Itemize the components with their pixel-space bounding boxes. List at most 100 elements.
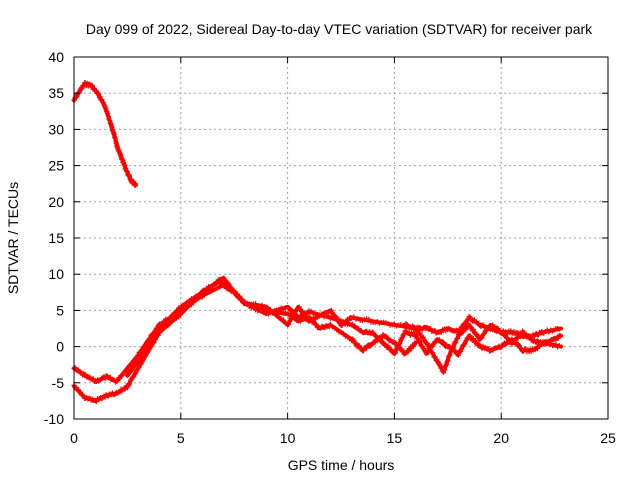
data-point-marker (133, 370, 139, 376)
data-point-marker (413, 332, 419, 338)
data-point-marker (459, 346, 465, 352)
data-point-marker (455, 335, 461, 341)
data-point-marker (556, 343, 562, 348)
data-point-marker (186, 298, 192, 304)
data-point-marker (189, 302, 194, 308)
data-point-marker (412, 340, 418, 346)
data-point-marker (351, 337, 357, 343)
data-point-marker (182, 302, 188, 308)
data-point-marker (290, 314, 296, 319)
data-point-marker (388, 346, 394, 352)
data-point-marker (143, 342, 149, 348)
data-point-marker (274, 312, 280, 318)
data-point-marker (445, 357, 451, 363)
y-tick-label: 10 (48, 266, 64, 282)
data-point-marker (399, 335, 405, 341)
data-point-marker (143, 349, 149, 355)
data-point-marker (409, 346, 414, 352)
data-point-marker (287, 318, 293, 324)
data-point-marker (470, 326, 476, 332)
data-point-marker (430, 350, 436, 356)
data-point-marker (191, 296, 197, 302)
data-point-marker (467, 333, 473, 339)
data-point-marker (556, 326, 562, 332)
data-point-marker (149, 339, 155, 345)
y-tick-label: -10 (44, 411, 64, 427)
data-point-marker (405, 349, 411, 355)
data-point-marker (456, 352, 461, 358)
series-arc-d (402, 314, 563, 340)
y-tick-label: 5 (56, 302, 64, 318)
data-point-marker (133, 181, 138, 187)
data-point-marker (333, 314, 339, 320)
data-point-marker (440, 339, 445, 345)
data-point-marker (146, 344, 152, 350)
x-tick-label: 5 (177, 430, 185, 446)
y-tick-label: 25 (48, 158, 64, 174)
data-point-marker (441, 369, 446, 375)
data-point-marker (286, 322, 292, 327)
data-point-marker (557, 333, 563, 339)
data-point-marker (364, 345, 370, 351)
data-point-marker (155, 328, 161, 333)
data-point-marker (124, 367, 130, 372)
data-point-marker (203, 288, 209, 294)
data-point-marker (178, 312, 184, 317)
y-axis-label: SDTVAR / TECUs (5, 182, 21, 294)
x-axis-label: GPS time / hours (288, 457, 395, 473)
data-point-marker (479, 335, 485, 341)
data-point-marker (340, 330, 346, 336)
data-point-marker (99, 396, 105, 402)
data-point-marker (328, 307, 334, 313)
data-point-marker (444, 361, 450, 367)
axis-tick-labels: -10 -5 0 5 10 15 20 25 30 35 40 0 5 10 15 20 25 (44, 49, 616, 446)
data-point-marker (356, 343, 362, 349)
x-tick-label: 25 (600, 430, 616, 446)
data-point-marker (452, 348, 458, 354)
data-point-marker (165, 323, 171, 329)
data-point-marker (394, 347, 399, 353)
data-point-marker (289, 307, 295, 313)
data-point-marker (154, 330, 160, 336)
y-tick-label: 20 (48, 194, 64, 210)
data-point-marker (237, 294, 242, 300)
data-point-marker (296, 304, 302, 310)
data-point-marker (452, 339, 458, 345)
axis-ticks (73, 56, 609, 420)
y-tick-label: -5 (52, 375, 65, 391)
data-point-marker (462, 341, 468, 347)
data-point-marker (107, 118, 113, 124)
x-tick-label: 10 (280, 430, 296, 446)
data-point-marker (453, 340, 459, 345)
y-tick-label: 15 (48, 230, 64, 246)
data-point-marker (447, 352, 453, 358)
data-point-marker (130, 367, 136, 373)
y-tick-label: 40 (48, 49, 64, 65)
data-point-marker (147, 343, 153, 349)
data-series-layer (71, 80, 563, 404)
data-point-marker (292, 311, 298, 317)
data-point-marker (197, 291, 203, 297)
data-point-marker (421, 337, 427, 343)
data-point-marker (174, 309, 179, 315)
data-point-marker (360, 348, 366, 354)
data-point-marker (136, 364, 142, 370)
data-point-marker (77, 389, 83, 395)
y-tick-label: 30 (48, 121, 64, 137)
data-point-marker (470, 336, 476, 342)
data-point-marker (225, 284, 231, 290)
x-tick-label: 15 (387, 430, 403, 446)
x-tick-label: 20 (493, 430, 509, 446)
data-point-marker (105, 111, 111, 117)
data-point-marker (411, 343, 417, 349)
data-point-marker (417, 339, 423, 345)
data-point-marker (138, 354, 144, 360)
series-arc-e (413, 332, 563, 358)
data-point-marker (442, 367, 448, 373)
data-point-marker (156, 325, 162, 331)
data-point-marker (313, 321, 319, 327)
data-point-marker (366, 316, 372, 322)
data-point-marker (152, 333, 158, 339)
data-point-marker (396, 344, 402, 350)
